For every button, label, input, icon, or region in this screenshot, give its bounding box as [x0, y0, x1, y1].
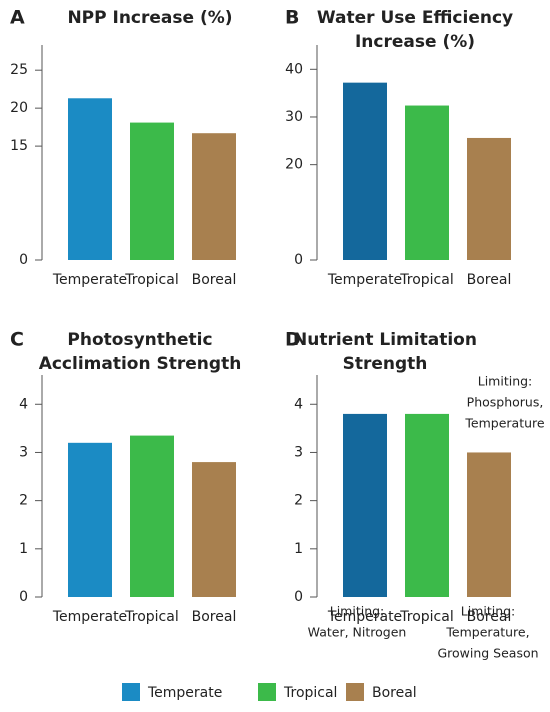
bar — [405, 105, 449, 260]
x-tick-label: Temperate — [52, 609, 127, 625]
chart-title: NPP Increase (%) — [67, 8, 232, 28]
y-tick-label: 2 — [19, 493, 28, 509]
annotation: Limiting: — [330, 604, 385, 619]
y-tick-label: 30 — [285, 109, 303, 125]
chart-title: Increase (%) — [355, 32, 475, 52]
annotation: Temperature, — [445, 625, 529, 640]
annotation: Phosphorus, — [467, 395, 544, 410]
chart-title: Photosynthetic — [67, 330, 212, 350]
x-tick-label: Tropical — [399, 609, 453, 625]
y-tick-label: 3 — [19, 444, 28, 460]
chart-title: Water Use Efficiency — [317, 8, 513, 28]
y-tick-label: 3 — [294, 444, 303, 460]
bar — [467, 137, 511, 260]
y-tick-label: 2 — [294, 493, 303, 509]
legend-label: Temperate — [147, 685, 222, 701]
x-tick-label: Boreal — [192, 609, 237, 625]
legend-swatch — [258, 683, 276, 701]
bar — [405, 413, 449, 597]
chart-title: Strength — [343, 354, 428, 374]
y-tick-label: 0 — [19, 252, 28, 268]
y-tick-label: 1 — [19, 541, 28, 557]
annotation: Limiting: — [478, 374, 533, 389]
annotation: Water, Nitrogen — [308, 625, 407, 640]
y-tick-label: 20 — [285, 157, 303, 173]
y-tick-label: 4 — [294, 396, 303, 412]
y-tick-label: 4 — [19, 396, 28, 412]
bar — [68, 98, 112, 261]
y-tick-label: 15 — [10, 138, 28, 154]
x-tick-label: Tropical — [399, 272, 453, 288]
y-tick-label: 25 — [10, 62, 28, 78]
x-tick-label: Temperate — [327, 272, 402, 288]
bar — [130, 435, 174, 597]
legend-label: Boreal — [372, 685, 417, 701]
bar — [68, 442, 112, 597]
x-tick-label: Boreal — [467, 272, 512, 288]
x-tick-label: Boreal — [467, 609, 512, 625]
x-tick-label: Boreal — [192, 272, 237, 288]
bar — [343, 413, 387, 597]
y-tick-label: 40 — [285, 61, 303, 77]
bar — [343, 82, 387, 261]
x-tick-label: Temperate — [52, 272, 127, 288]
panel-letter: B — [285, 7, 299, 29]
bar — [192, 133, 236, 260]
annotation: Temperature — [464, 416, 544, 431]
legend-label: Tropical — [283, 685, 337, 701]
bar — [130, 122, 174, 261]
legend-swatch — [122, 683, 140, 701]
panel-letter: D — [285, 329, 301, 351]
legend-swatch — [346, 683, 364, 701]
annotation: Growing Season — [437, 646, 538, 661]
y-tick-label: 20 — [10, 100, 28, 116]
x-tick-label: Temperate — [327, 609, 402, 625]
x-tick-label: Tropical — [124, 272, 178, 288]
chart-title: Acclimation Strength — [39, 354, 242, 374]
bar — [192, 462, 236, 597]
y-tick-label: 0 — [294, 589, 303, 605]
y-tick-label: 0 — [294, 252, 303, 268]
y-tick-label: 0 — [19, 589, 28, 605]
annotation: Limiting: — [461, 604, 516, 619]
y-tick-label: 1 — [294, 541, 303, 557]
panel-letter: C — [10, 329, 24, 351]
bar — [467, 452, 511, 597]
x-tick-label: Tropical — [124, 609, 178, 625]
panel-letter: A — [10, 7, 25, 29]
chart-title: Nutrient Limitation — [293, 330, 477, 350]
